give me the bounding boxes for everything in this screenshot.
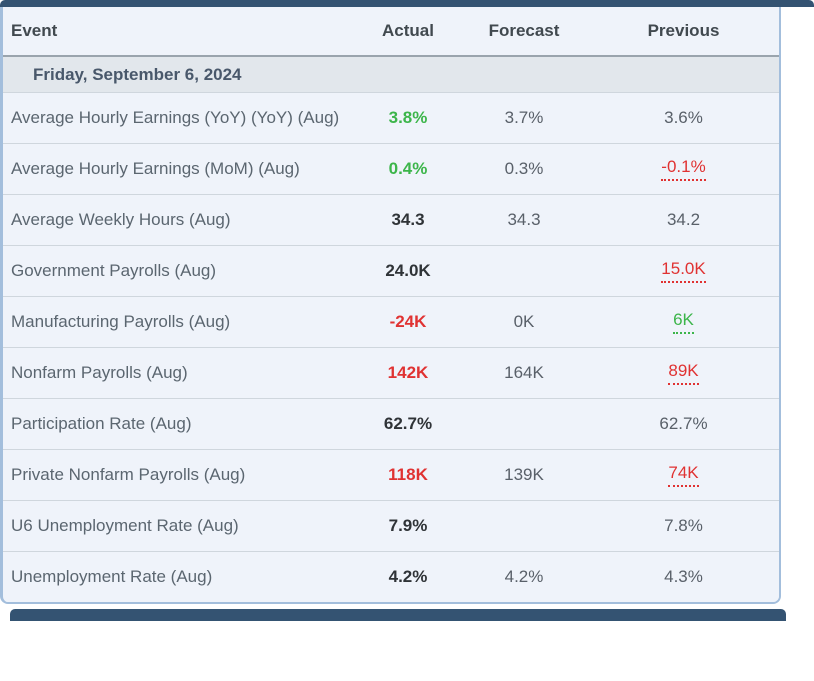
table-row: Average Hourly Earnings (YoY) (YoY) (Aug… bbox=[3, 93, 779, 144]
next-widget-top-border bbox=[10, 609, 786, 621]
actual-value-cell: 7.9% bbox=[356, 516, 460, 536]
forecast-value-cell: 0K bbox=[460, 312, 588, 332]
date-group-label: Friday, September 6, 2024 bbox=[33, 64, 242, 84]
date-group-header: Friday, September 6, 2024 bbox=[3, 57, 779, 93]
table-row: Average Weekly Hours (Aug) 34.3 34.3 34.… bbox=[3, 195, 779, 246]
previous-value-cell: -0.1% bbox=[588, 157, 779, 181]
event-name: Unemployment Rate (Aug) bbox=[11, 567, 213, 586]
column-header-event: Event bbox=[11, 21, 58, 40]
forecast-value-cell: 34.3 bbox=[460, 210, 588, 230]
table-body: Average Hourly Earnings (YoY) (YoY) (Aug… bbox=[3, 93, 779, 602]
column-header-previous: Previous bbox=[647, 21, 720, 40]
economic-calendar-table: Event Actual Forecast Previous Friday, S… bbox=[0, 7, 781, 604]
actual-value-cell: 142K bbox=[356, 363, 460, 383]
forecast-value: 0K bbox=[513, 312, 535, 331]
actual-value-cell: 4.2% bbox=[356, 567, 460, 587]
forecast-value: 0.3% bbox=[504, 159, 544, 178]
actual-value-cell: 3.8% bbox=[356, 108, 460, 128]
widget-top-border bbox=[0, 0, 814, 7]
previous-value-cell: 89K bbox=[588, 361, 779, 385]
forecast-value: 34.3 bbox=[507, 210, 541, 229]
previous-value-cell: 15.0K bbox=[588, 259, 779, 283]
table-row: Average Hourly Earnings (MoM) (Aug) 0.4%… bbox=[3, 144, 779, 195]
forecast-value-cell: 139K bbox=[460, 465, 588, 485]
event-name: Nonfarm Payrolls (Aug) bbox=[11, 363, 188, 382]
event-name: Average Weekly Hours (Aug) bbox=[11, 210, 231, 229]
actual-value-cell: 34.3 bbox=[356, 210, 460, 230]
actual-value: 7.9% bbox=[388, 516, 428, 535]
previous-value[interactable]: 89K bbox=[668, 361, 699, 385]
column-header-forecast: Forecast bbox=[488, 21, 560, 40]
actual-value-cell: -24K bbox=[356, 312, 460, 332]
forecast-value-cell: 164K bbox=[460, 363, 588, 383]
actual-value: 118K bbox=[388, 465, 428, 484]
forecast-value-cell: 4.2% bbox=[460, 567, 588, 587]
previous-value[interactable]: 74K bbox=[668, 463, 699, 487]
forecast-value: 3.7% bbox=[504, 108, 544, 127]
previous-value-cell: 62.7% bbox=[588, 414, 779, 434]
previous-value-cell: 6K bbox=[588, 310, 779, 334]
forecast-value-cell bbox=[460, 414, 588, 434]
previous-value: 62.7% bbox=[659, 414, 708, 433]
forecast-value-cell: 3.7% bbox=[460, 108, 588, 128]
table-header-row: Event Actual Forecast Previous bbox=[3, 7, 779, 57]
actual-value: 24.0K bbox=[385, 261, 431, 280]
table-row: Manufacturing Payrolls (Aug) -24K 0K 6K bbox=[3, 297, 779, 348]
actual-value: 4.2% bbox=[388, 567, 428, 586]
previous-value[interactable]: 6K bbox=[673, 310, 694, 334]
actual-value: 0.4% bbox=[388, 159, 428, 178]
event-name: Participation Rate (Aug) bbox=[11, 414, 192, 433]
actual-value: -24K bbox=[389, 312, 427, 331]
forecast-value-cell bbox=[460, 516, 588, 536]
forecast-value-cell bbox=[460, 261, 588, 281]
table-row: Participation Rate (Aug) 62.7% 62.7% bbox=[3, 399, 779, 450]
forecast-value: 164K bbox=[504, 363, 544, 382]
column-header-actual: Actual bbox=[382, 21, 434, 40]
actual-value-cell: 62.7% bbox=[356, 414, 460, 434]
event-name: Government Payrolls (Aug) bbox=[11, 261, 217, 280]
actual-value: 142K bbox=[387, 363, 429, 382]
actual-value: 3.8% bbox=[388, 108, 428, 127]
previous-value[interactable]: 15.0K bbox=[661, 259, 706, 283]
actual-value-cell: 0.4% bbox=[356, 159, 460, 179]
event-name: Average Hourly Earnings (MoM) (Aug) bbox=[11, 159, 300, 178]
actual-value: 34.3 bbox=[391, 210, 425, 229]
previous-value-cell: 7.8% bbox=[588, 516, 779, 536]
previous-value: 3.6% bbox=[664, 108, 703, 127]
forecast-value: 139K bbox=[504, 465, 544, 484]
forecast-value-cell: 0.3% bbox=[460, 159, 588, 179]
event-name: Private Nonfarm Payrolls (Aug) bbox=[11, 465, 246, 484]
previous-value: 7.8% bbox=[664, 516, 703, 535]
actual-value-cell: 118K bbox=[356, 465, 460, 485]
event-name: Manufacturing Payrolls (Aug) bbox=[11, 312, 231, 331]
table-row: U6 Unemployment Rate (Aug) 7.9% 7.8% bbox=[3, 501, 779, 552]
table-row: Private Nonfarm Payrolls (Aug) 118K 139K… bbox=[3, 450, 779, 501]
previous-value[interactable]: -0.1% bbox=[661, 157, 706, 181]
forecast-value: 4.2% bbox=[504, 567, 544, 586]
previous-value-cell: 74K bbox=[588, 463, 779, 487]
previous-value-cell: 34.2 bbox=[588, 210, 779, 230]
table-row: Government Payrolls (Aug) 24.0K 15.0K bbox=[3, 246, 779, 297]
previous-value-cell: 4.3% bbox=[588, 567, 779, 587]
event-name: U6 Unemployment Rate (Aug) bbox=[11, 516, 239, 535]
table-row: Unemployment Rate (Aug) 4.2% 4.2% 4.3% bbox=[3, 552, 779, 602]
table-row: Nonfarm Payrolls (Aug) 142K 164K 89K bbox=[3, 348, 779, 399]
previous-value-cell: 3.6% bbox=[588, 108, 779, 128]
event-name: Average Hourly Earnings (YoY) (YoY) (Aug… bbox=[11, 108, 340, 127]
previous-value: 4.3% bbox=[664, 567, 703, 586]
previous-value: 34.2 bbox=[666, 210, 701, 229]
actual-value: 62.7% bbox=[383, 414, 433, 433]
actual-value-cell: 24.0K bbox=[356, 261, 460, 281]
